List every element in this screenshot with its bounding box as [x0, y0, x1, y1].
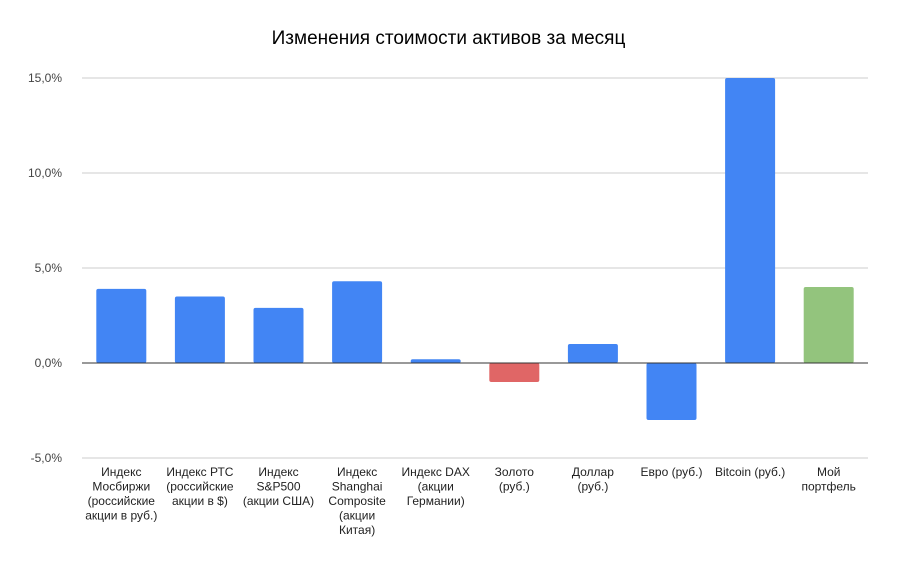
x-tick-label: Индекс Мосбиржи (российские акции в руб.) — [85, 465, 157, 523]
y-tick-label: 5,0% — [35, 261, 63, 275]
bar — [410, 359, 461, 363]
x-tick-label: Индекс Shanghai Composite (акции Китая) — [328, 465, 386, 537]
bar — [96, 288, 147, 363]
y-tick-label: 0,0% — [35, 356, 63, 370]
chart-title: Изменения стоимости активов за месяц — [271, 28, 626, 49]
bar — [803, 287, 854, 363]
bars — [96, 78, 854, 420]
x-tick-label: Мой портфель — [801, 465, 855, 494]
bar — [174, 296, 225, 363]
x-tick-label: Bitcoin (руб.) — [715, 465, 785, 479]
bar — [332, 281, 383, 363]
y-tick-label: -5,0% — [31, 451, 63, 465]
bar — [567, 344, 618, 363]
bar — [489, 363, 540, 382]
x-tick-label: Евро (руб.) — [641, 465, 703, 479]
y-tick-label: 10,0% — [28, 166, 62, 180]
x-tick-label: Золото (руб.) — [495, 465, 535, 494]
x-tick-label: Индекс РТС (российские акции в $) — [166, 465, 234, 508]
bar — [725, 78, 776, 363]
x-axis-labels: Индекс Мосбиржи (российские акции в руб.)Ин… — [85, 465, 856, 537]
bar — [646, 363, 697, 420]
x-tick-label: Доллар (руб.) — [572, 465, 614, 494]
y-tick-label: 15,0% — [28, 71, 62, 85]
bar — [253, 307, 304, 363]
x-tick-label: Индекс S&P500 (акции США) — [243, 465, 314, 508]
y-axis-ticks: 15,0% 10,0% 5,0% 0,0% -5,0% — [28, 71, 62, 465]
x-tick-label: Индекс DAX (акции Германии) — [402, 465, 470, 508]
